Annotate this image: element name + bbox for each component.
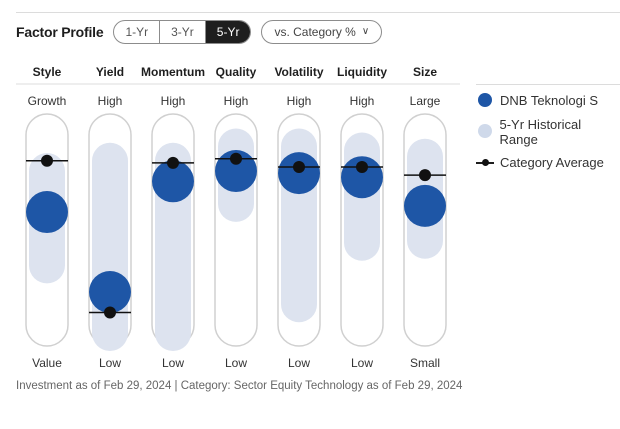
range-dot-icon <box>476 123 496 140</box>
category-dot-momentum <box>167 156 179 169</box>
top-label-quality: High <box>224 94 249 108</box>
category-dot-size <box>419 169 431 182</box>
footnote: Investment as of Feb 29, 2024 | Category… <box>16 380 463 392</box>
top-label-volatility: High <box>287 94 312 108</box>
legend-category: Category Average <box>476 154 620 171</box>
bottom-label-yield: Low <box>99 356 121 370</box>
fund-dot-icon <box>476 92 496 109</box>
factor-name-volatility: Volatility <box>274 65 323 79</box>
range-bar-yield <box>92 142 128 351</box>
section-title: Factor Profile <box>16 24 104 40</box>
period-1yr-button[interactable]: 1-Yr <box>114 21 161 43</box>
factor-name-size: Size <box>413 65 437 79</box>
bottom-label-quality: Low <box>225 356 247 370</box>
bottom-label-momentum: Low <box>162 356 184 370</box>
category-marker-icon <box>476 154 496 171</box>
top-label-yield: High <box>98 94 123 108</box>
legend-divider <box>476 84 620 85</box>
compare-dropdown[interactable]: vs. Category % ∨ <box>261 20 383 44</box>
fund-dot-volatility <box>278 152 320 195</box>
category-dot-style <box>41 154 53 167</box>
period-5yr-button[interactable]: 5-Yr <box>205 21 251 43</box>
fund-dot-style <box>26 191 68 234</box>
factor-chart: Style Growth Value Yield High Low Momentum High… <box>16 65 460 370</box>
fund-dot-momentum <box>152 160 194 203</box>
chevron-down-icon: ∨ <box>361 26 370 37</box>
top-label-momentum: High <box>161 94 186 108</box>
legend-range: 5-Yr Historical Range <box>476 117 620 147</box>
fund-dot-quality <box>215 150 257 193</box>
legend-fund-label: DNB Teknologi S <box>500 93 599 108</box>
legend-category-label: Category Average <box>500 155 604 170</box>
top-label-style: Growth <box>28 94 67 108</box>
bottom-label-size: Small <box>410 356 440 370</box>
category-dot-yield <box>104 306 116 319</box>
fund-dot-yield <box>89 271 131 313</box>
factor-name-momentum: Momentum <box>141 65 205 79</box>
bottom-label-volatility: Low <box>288 356 310 370</box>
top-divider <box>16 12 620 13</box>
factor-profile-header: Factor Profile 1-Yr 3-Yr 5-Yr vs. Catego… <box>16 20 383 44</box>
fund-dot-size <box>404 184 446 227</box>
factor-name-quality: Quality <box>216 65 257 79</box>
legend: DNB Teknologi S 5-Yr Historical Range Ca… <box>476 92 620 185</box>
top-label-liquidity: High <box>350 94 375 108</box>
category-dot-liquidity <box>356 160 368 173</box>
factor-name-style: Style <box>33 65 62 79</box>
factor-name-liquidity: Liquidity <box>337 65 387 79</box>
category-dot-quality <box>230 152 242 165</box>
top-label-size: Large <box>410 94 441 108</box>
bottom-label-style: Value <box>32 356 62 370</box>
legend-fund: DNB Teknologi S <box>476 92 620 109</box>
legend-range-label: 5-Yr Historical Range <box>499 116 582 147</box>
category-dot-volatility <box>293 160 305 173</box>
factor-name-yield: Yield <box>96 65 124 79</box>
bottom-label-liquidity: Low <box>351 356 373 370</box>
period-toggle: 1-Yr 3-Yr 5-Yr <box>113 20 252 44</box>
compare-dropdown-label: vs. Category % <box>274 25 356 39</box>
period-3yr-button[interactable]: 3-Yr <box>160 21 206 43</box>
